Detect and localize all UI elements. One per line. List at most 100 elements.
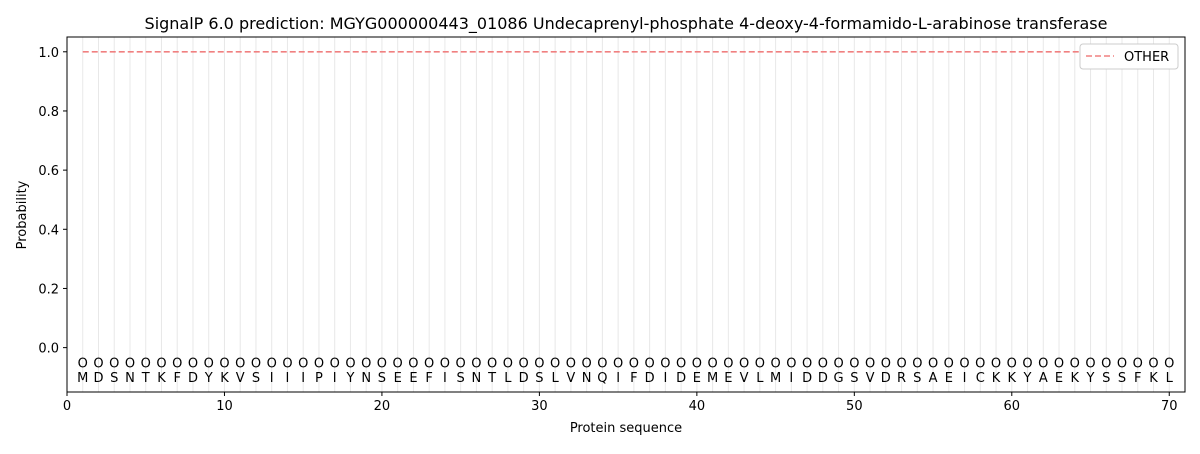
predicted-label-mark: O [881,356,891,371]
predicted-label-mark: O [424,356,434,371]
y-tick-label: 0.2 [38,282,59,297]
residue-label: T [141,371,150,386]
residue-label: A [929,371,938,386]
residue-label: N [361,371,371,386]
residue-label: E [409,371,417,386]
plot-frame [66,36,1186,393]
predicted-label-mark: O [896,356,906,371]
predicted-label-mark: O [833,356,843,371]
residue-label: I [286,371,290,386]
residue-label: Y [345,371,354,386]
residue-label: L [1166,371,1174,386]
residue-label: M [770,371,781,386]
predicted-label-mark: O [928,356,938,371]
residue-label: K [1008,371,1017,386]
predicted-label-mark: O [125,356,135,371]
predicted-label-mark: O [849,356,859,371]
residue-label: M [77,371,88,386]
residue-label: Y [1023,371,1032,386]
residue-label: E [394,371,402,386]
predicted-label-mark: O [251,356,261,371]
predicted-label-mark: O [944,356,954,371]
residue-label: V [236,371,245,386]
chart-title: SignalP 6.0 prediction: MGYG000000443_01… [145,14,1108,34]
residue-label: K [220,371,229,386]
predicted-label-mark: O [975,356,985,371]
legend-label-other: OTHER [1124,50,1169,65]
residue-label: I [616,371,620,386]
predicted-label-mark: O [676,356,686,371]
x-tick-label: 10 [216,399,233,414]
predicted-label-mark: O [534,356,544,371]
residue-label: Y [204,371,213,386]
residue-label: E [724,371,732,386]
residue-label: V [566,371,575,386]
residue-label: K [157,371,166,386]
residue-label: E [1055,371,1063,386]
residue-label: F [173,371,180,386]
residue-label: S [1102,371,1110,386]
residue-label: S [457,371,465,386]
predicted-label-mark: O [204,356,214,371]
predicted-label-mark: O [912,356,922,371]
residue-label: Y [1086,371,1095,386]
x-tick-label: 70 [1161,399,1178,414]
y-axis-label: Probability [15,180,30,249]
predicted-label-mark: O [1101,356,1111,371]
residue-label: I [301,371,305,386]
residue-label: L [504,371,512,386]
predicted-label-mark: O [377,356,387,371]
predicted-label-mark: O [707,356,717,371]
predicted-label-mark: O [330,356,340,371]
predicted-label-mark: O [802,356,812,371]
predicted-label-mark: O [156,356,166,371]
predicted-label-mark: O [723,356,733,371]
residue-label: S [1118,371,1126,386]
predicted-label-mark: O [314,356,324,371]
predicted-label-mark: O [786,356,796,371]
residue-label: E [945,371,953,386]
predicted-label-mark: O [818,356,828,371]
residue-label: G [834,371,844,386]
residue-label: L [552,371,560,386]
residue-label: D [645,371,655,386]
x-tick-label: 30 [531,399,548,414]
x-axis-label: Protein sequence [570,421,682,436]
residue-label: K [992,371,1001,386]
predicted-label-mark: O [629,356,639,371]
x-tick-label: 20 [374,399,391,414]
residue-label: I [270,371,274,386]
residue-label: D [188,371,198,386]
residue-label: N [125,371,135,386]
residue-label: S [378,371,386,386]
predicted-label-mark: O [1022,356,1032,371]
residue-label: S [110,371,118,386]
predicted-label-mark: O [282,356,292,371]
predicted-label-mark: O [235,356,245,371]
x-tick-label: 60 [1004,399,1021,414]
predicted-label-mark: O [959,356,969,371]
predicted-label-mark: O [755,356,765,371]
residue-label: D [93,371,103,386]
residue-label: E [693,371,701,386]
residue-label: I [333,371,337,386]
predicted-label-mark: O [1070,356,1080,371]
predicted-label-mark: O [1007,356,1017,371]
residue-label: S [850,371,858,386]
residue-label: I [963,371,967,386]
predicted-label-mark: O [865,356,875,371]
residue-label: F [630,371,637,386]
x-tick-label: 40 [689,399,706,414]
residue-label: S [913,371,921,386]
residue-label: D [881,371,891,386]
residue-label: M [707,371,718,386]
residue-label: D [802,371,812,386]
residue-label: N [472,371,482,386]
y-tick-label: 1.0 [38,46,59,61]
predicted-label-mark: O [1148,356,1158,371]
residue-label: Q [597,371,607,386]
predicted-label-mark: O [487,356,497,371]
residue-label: T [487,371,496,386]
residue-label: C [976,371,985,386]
